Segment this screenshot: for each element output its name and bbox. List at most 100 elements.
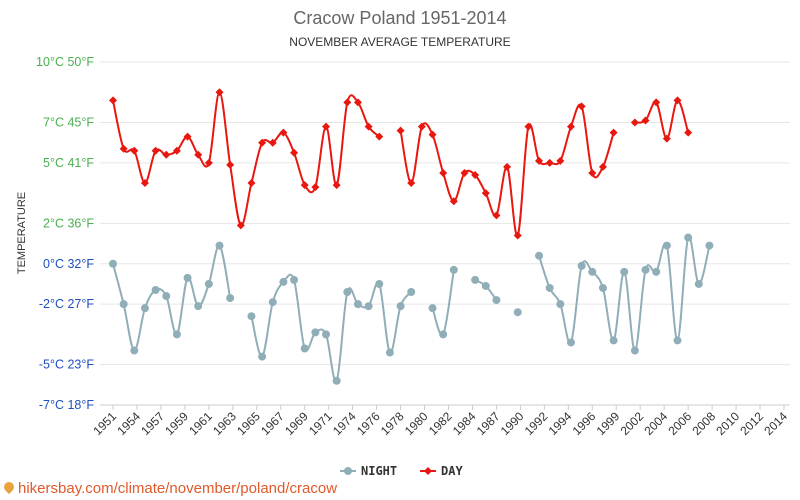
data-point[interactable] [332,376,341,385]
data-point[interactable] [140,179,149,188]
data-point[interactable] [535,251,544,260]
data-point[interactable] [258,138,267,147]
data-point[interactable] [407,179,416,188]
data-point[interactable] [577,261,586,270]
data-point[interactable] [204,158,213,167]
data-point[interactable] [652,267,661,276]
data-point[interactable] [545,158,554,167]
data-point[interactable] [513,308,522,317]
data-point[interactable] [258,352,267,361]
data-point[interactable] [162,292,171,301]
data-point[interactable] [247,179,256,188]
data-point[interactable] [652,98,661,107]
data-point[interactable] [140,304,149,313]
data-point[interactable] [673,336,682,345]
data-point[interactable] [385,348,394,357]
data-point[interactable] [588,267,597,276]
data-point[interactable] [279,128,288,137]
data-point[interactable] [481,189,490,198]
data-point[interactable] [204,279,213,288]
data-point[interactable] [503,162,512,171]
data-point[interactable] [172,146,181,155]
data-point[interactable] [556,156,565,165]
data-point[interactable] [268,298,277,307]
data-point[interactable] [684,128,693,137]
data-point[interactable] [162,150,171,159]
data-point[interactable] [109,259,117,268]
data-point[interactable] [460,168,469,177]
source-link[interactable]: hikersbay.com/climate/november/poland/cr… [1,479,337,497]
data-point[interactable] [236,221,245,230]
data-point[interactable] [322,330,331,339]
data-point[interactable] [151,146,160,155]
data-point[interactable] [343,98,352,107]
data-point[interactable] [119,144,128,153]
data-point[interactable] [300,344,309,353]
data-point[interactable] [662,134,671,143]
data-point[interactable] [226,160,235,169]
data-point[interactable] [109,96,117,105]
data-point[interactable] [375,279,384,288]
data-point[interactable] [566,122,575,131]
data-point[interactable] [609,336,618,345]
legend-item-night[interactable]: NIGHT [340,464,397,478]
data-point[interactable] [492,211,501,220]
data-point[interactable] [130,146,139,155]
data-point[interactable] [279,277,288,286]
data-point[interactable] [577,102,586,111]
data-point[interactable] [417,122,426,131]
data-point[interactable] [194,150,203,159]
data-point[interactable] [556,300,565,309]
data-point[interactable] [471,170,480,179]
legend-item-day[interactable]: DAY [420,464,463,478]
data-point[interactable] [588,168,597,177]
data-point[interactable] [226,294,235,303]
data-point[interactable] [449,197,458,206]
data-point[interactable] [545,283,554,292]
data-point[interactable] [215,241,224,250]
data-point[interactable] [300,181,309,190]
data-point[interactable] [439,168,448,177]
data-point[interactable] [598,162,607,171]
data-point[interactable] [311,328,320,337]
data-point[interactable] [353,300,362,309]
data-point[interactable] [396,126,405,135]
data-point[interactable] [407,288,416,297]
data-point[interactable] [151,285,160,294]
data-point[interactable] [428,304,437,313]
data-point[interactable] [290,275,299,284]
data-point[interactable] [641,265,650,274]
data-point[interactable] [353,98,362,107]
data-point[interactable] [247,312,256,321]
data-point[interactable] [630,118,639,127]
data-point[interactable] [290,148,299,157]
data-point[interactable] [524,122,533,131]
data-point[interactable] [513,231,522,240]
data-point[interactable] [428,130,437,139]
data-point[interactable] [172,330,181,339]
data-point[interactable] [630,346,639,355]
data-point[interactable] [566,338,575,347]
data-point[interactable] [481,281,490,290]
data-point[interactable] [662,241,671,250]
data-point[interactable] [535,156,544,165]
data-point[interactable] [194,302,203,311]
data-point[interactable] [130,346,139,355]
data-point[interactable] [343,288,352,297]
data-point[interactable] [119,300,128,309]
data-point[interactable] [492,296,501,305]
data-point[interactable] [449,265,458,274]
data-point[interactable] [641,116,650,125]
data-point[interactable] [396,302,405,311]
data-point[interactable] [375,132,384,141]
data-point[interactable] [322,122,331,131]
data-point[interactable] [215,88,224,97]
data-point[interactable] [268,138,277,147]
data-point[interactable] [620,267,629,276]
data-point[interactable] [332,181,341,190]
data-point[interactable] [439,330,448,339]
data-point[interactable] [684,233,693,242]
data-point[interactable] [311,183,320,192]
data-point[interactable] [673,96,682,105]
data-point[interactable] [598,283,607,292]
